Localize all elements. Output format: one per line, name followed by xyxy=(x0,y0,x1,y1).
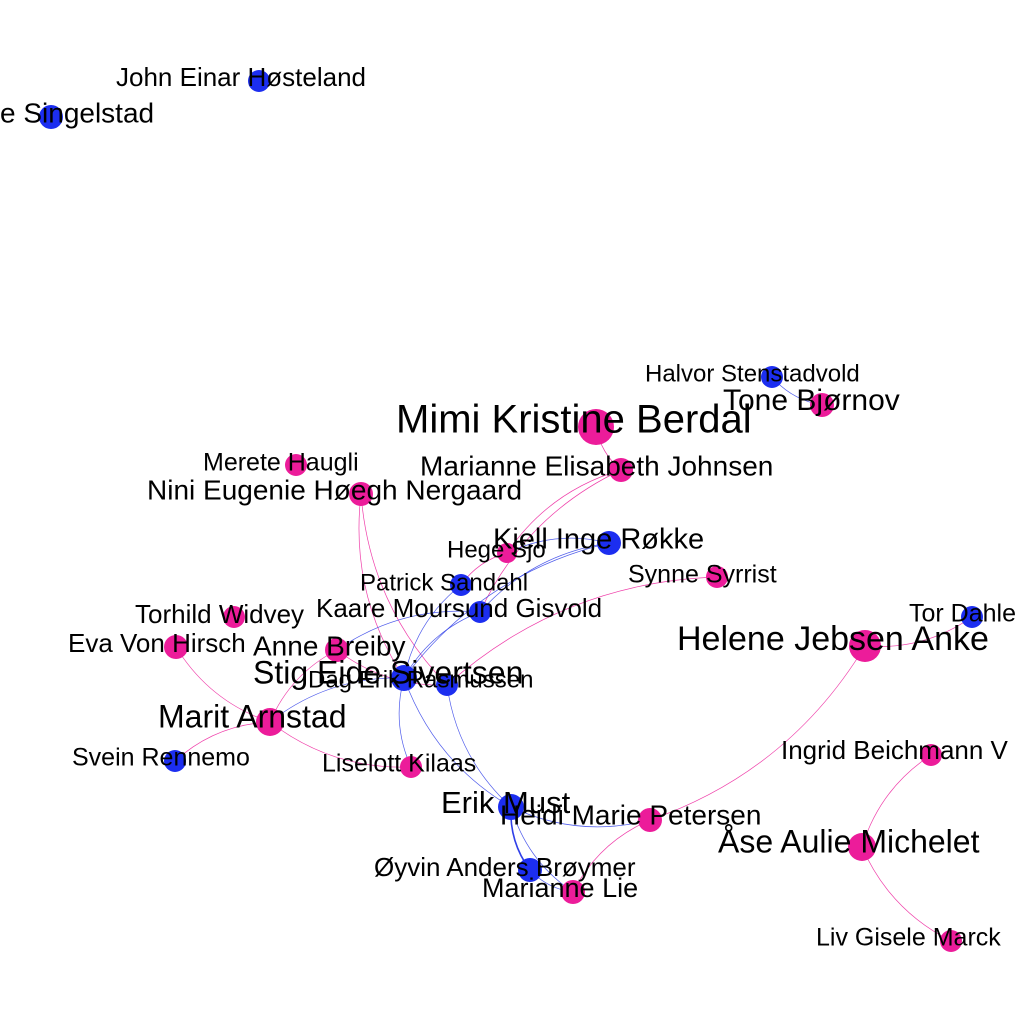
edges-layer xyxy=(174,376,973,942)
edge-johnsen-sjo xyxy=(506,469,622,554)
edge-johnsen-gisvold xyxy=(479,469,622,613)
node-label-johnsen: Marianne Elisabeth Johnsen xyxy=(420,450,773,481)
node-label-michelet: Åse Aulie Michelet xyxy=(718,823,980,859)
node-breiby[interactable] xyxy=(325,638,349,662)
node-label-hirsch: Eva Von Hirsch xyxy=(68,628,246,658)
node-label-bjornov: Tone Bjørnov xyxy=(723,384,900,417)
node-label-sandahl: Patrick Sandahl xyxy=(360,569,528,596)
node-label-must: Erik Must xyxy=(441,785,571,820)
node-label-gisvold: Kaare Moursund Gisvold xyxy=(316,593,602,623)
node-anker[interactable] xyxy=(849,630,881,662)
node-label-hosteland: John Einar Høsteland xyxy=(116,62,366,92)
node-label-kilaas: Liselott Kilaas xyxy=(322,750,476,778)
node-rennemo[interactable] xyxy=(164,750,186,772)
node-label-lie: Marianne Lie xyxy=(482,873,638,903)
node-label-beichmann: Ingrid Beichmann V xyxy=(781,735,1009,765)
node-label-dahle: Tor Dahle xyxy=(909,600,1016,628)
edge-petersen-anker xyxy=(649,645,866,821)
node-syrrist[interactable] xyxy=(706,566,728,588)
node-widvey[interactable] xyxy=(223,606,245,628)
edge-rokke-sivertsen xyxy=(403,542,610,679)
node-haugli[interactable] xyxy=(285,454,307,476)
edge-rokke-gisvold xyxy=(479,542,610,613)
edge-rasmussen-must xyxy=(446,684,512,808)
edge-syrrist-rasmussen xyxy=(446,576,718,686)
node-bjornov[interactable] xyxy=(810,393,834,417)
node-label-sivertsen: Stig Eide Sivertsen xyxy=(253,654,523,690)
node-stenstadvold[interactable] xyxy=(761,366,783,388)
node-must[interactable] xyxy=(498,794,524,820)
node-label-rennemo: Svein Rennemo xyxy=(72,744,250,772)
node-kilaas[interactable] xyxy=(400,756,422,778)
node-label-stenstadvold: Halvor Stenstadvold xyxy=(645,360,860,387)
node-label-singelstad: e Singelstad xyxy=(0,97,154,128)
node-hirsch[interactable] xyxy=(164,635,188,659)
node-beichmann[interactable] xyxy=(920,744,942,766)
edge-nergaard-rasmussen xyxy=(360,493,448,686)
node-arnstad[interactable] xyxy=(256,708,284,736)
edge-must-petersen xyxy=(510,806,651,828)
node-label-rokke: Kjell Inge Røkke xyxy=(493,524,704,556)
node-label-breiby: Anne Breiby xyxy=(253,630,406,661)
edge-nergaard-sivertsen xyxy=(358,493,405,679)
node-hosteland[interactable] xyxy=(248,70,270,92)
edge-sivertsen-arnstad xyxy=(269,677,405,723)
node-nergaard[interactable] xyxy=(349,482,373,506)
node-rokke[interactable] xyxy=(597,531,621,555)
edge-breiby-rasmussen xyxy=(336,649,448,686)
edge-hirsch-arnstad xyxy=(175,646,271,723)
node-label-widvey: Torhild Widvey xyxy=(135,599,304,629)
node-label-marck: Liv Gisele Marck xyxy=(816,924,1001,952)
node-label-broymer: Øyvin Anders Brøymer xyxy=(374,852,636,882)
node-marck[interactable] xyxy=(940,930,962,952)
node-berdal[interactable] xyxy=(578,409,614,445)
node-label-petersen: Heidi Marie Petersen xyxy=(500,799,761,830)
edge-arnstad-kilaas xyxy=(269,721,412,768)
node-broymer[interactable] xyxy=(518,858,542,882)
node-label-rasmussen: Dag Erik Rasmussen xyxy=(308,666,533,693)
edge-gisvold-breiby xyxy=(336,610,481,651)
node-label-haugli: Merete Haugli xyxy=(203,449,359,477)
node-sandahl[interactable] xyxy=(450,574,472,596)
node-label-berdal: Mimi Kristine Berdal xyxy=(396,398,752,442)
node-label-arnstad: Marit Arnstad xyxy=(158,698,347,734)
node-label-nergaard: Nini Eugenie Høegh Nergaard xyxy=(147,474,522,505)
node-sivertsen[interactable] xyxy=(391,665,417,691)
node-label-anker: Helene Jebsen Anke xyxy=(677,620,989,658)
node-rasmussen[interactable] xyxy=(436,674,458,696)
node-petersen[interactable] xyxy=(638,808,662,832)
node-dahle[interactable] xyxy=(961,606,983,628)
node-label-sjo: Hege Sjo xyxy=(447,536,546,563)
nodes-layer xyxy=(39,70,983,952)
node-label-syrrist: Synne Syrrist xyxy=(628,561,777,589)
edge-michelet-marck xyxy=(861,846,952,942)
node-lie[interactable] xyxy=(561,880,585,904)
node-michelet[interactable] xyxy=(848,833,876,861)
node-sjo[interactable] xyxy=(497,543,517,563)
node-johnsen[interactable] xyxy=(609,458,633,482)
labels-layer: e Singelstad John Einar Høsteland Halvor S… xyxy=(0,62,1016,952)
edge-sivertsen-must xyxy=(403,677,512,808)
node-gisvold[interactable] xyxy=(469,601,491,623)
node-singelstad[interactable] xyxy=(39,105,63,129)
